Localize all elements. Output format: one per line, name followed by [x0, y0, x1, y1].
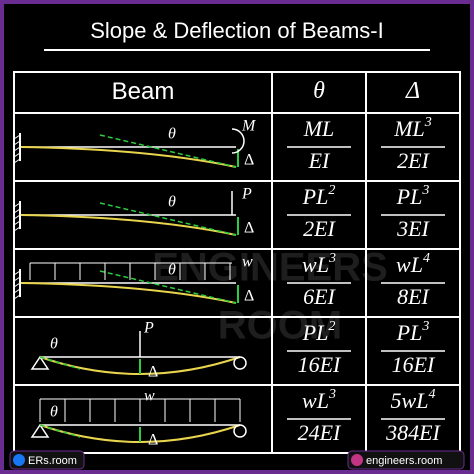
hatch — [13, 152, 21, 158]
numerator-base: 5wL — [391, 388, 429, 413]
watermark: ROOM — [218, 304, 342, 348]
roller-support — [233, 424, 247, 438]
deflected-beam — [20, 282, 237, 304]
denominator: EI — [308, 148, 331, 173]
hatch — [13, 158, 21, 164]
numerator-base: wL — [396, 252, 423, 277]
numerator: ML — [303, 116, 335, 141]
moment — [231, 128, 245, 154]
numerator-sup: 3 — [424, 115, 432, 130]
numerator: PL2 — [302, 183, 336, 209]
denominator: 2EI — [303, 216, 336, 241]
diagram-label: P — [241, 186, 252, 203]
hatch — [13, 202, 21, 208]
numerator-base: ML — [393, 116, 425, 141]
numerator-sup: 3 — [328, 387, 336, 402]
footer-handle: ERs.room — [28, 455, 77, 467]
hatch — [13, 146, 21, 152]
tangent — [99, 134, 237, 168]
numerator: PL3 — [396, 183, 430, 209]
numerator: wL3 — [302, 251, 336, 277]
diagram-label: θ — [168, 262, 176, 279]
tangent — [99, 270, 237, 304]
diagram-label: θ — [168, 194, 176, 211]
denominator: 24EI — [298, 420, 342, 445]
diagram-label: Δ — [148, 364, 158, 381]
numerator-base: ML — [303, 116, 335, 141]
numerator-base: PL — [302, 320, 329, 345]
hatch — [13, 220, 21, 226]
header-cell: Δ — [405, 78, 420, 104]
diagram-label: w — [144, 388, 155, 405]
diagram-label: θ — [50, 404, 58, 421]
tangent — [39, 356, 81, 370]
hatch — [13, 294, 21, 300]
diagram-label: Δ — [244, 152, 254, 169]
diagram-label: Δ — [244, 288, 254, 305]
hatch — [13, 282, 21, 288]
numerator-sup: 4 — [428, 387, 435, 402]
numerator-sup: 4 — [423, 251, 430, 266]
denominator: 384EI — [385, 420, 441, 445]
tangent — [99, 202, 237, 236]
hatch — [13, 134, 21, 140]
hatch — [13, 214, 21, 220]
footer-handle: engineers.room — [366, 455, 442, 467]
diagram-label: θ — [168, 126, 176, 143]
hatch — [13, 288, 21, 294]
numerator: wL4 — [396, 251, 430, 277]
diagram-label: P — [143, 320, 154, 337]
denominator: 6EI — [303, 284, 336, 309]
numerator-sup: 2 — [328, 319, 335, 334]
numerator-sup: 3 — [328, 251, 336, 266]
diagram-label: M — [241, 118, 257, 135]
numerator-base: PL — [396, 320, 423, 345]
tangent — [39, 424, 81, 438]
numerator: PL2 — [302, 319, 336, 345]
denominator: 16EI — [298, 352, 342, 377]
numerator-sup: 2 — [328, 183, 335, 198]
table-border — [13, 71, 461, 454]
hatch — [13, 208, 21, 214]
denominator: 8EI — [397, 284, 430, 309]
pin-support — [30, 423, 50, 438]
denominator: 3EI — [396, 216, 430, 241]
numerator: ML3 — [393, 115, 432, 141]
footer-icon — [13, 454, 25, 466]
hatch — [13, 276, 21, 282]
numerator-base: PL — [396, 184, 423, 209]
hatch — [13, 140, 21, 146]
hatch — [13, 226, 21, 232]
watermark: ENGINEERS — [152, 246, 388, 290]
title: Slope & Deflection of Beams-I — [90, 18, 383, 43]
numerator: wL3 — [302, 387, 336, 413]
numerator: 5wL4 — [391, 387, 436, 413]
footer-icon — [351, 454, 363, 466]
numerator-base: wL — [302, 388, 329, 413]
denominator: 2EI — [397, 148, 430, 173]
denominator: 16EI — [392, 352, 436, 377]
footer-badge — [347, 450, 465, 470]
deflected-beam — [20, 214, 237, 236]
hatch — [13, 270, 21, 276]
diagram-label: w — [242, 254, 253, 271]
pin-support — [30, 355, 50, 370]
numerator: PL3 — [396, 319, 430, 345]
header-cell: θ — [313, 78, 325, 104]
diagram-label: θ — [50, 336, 58, 353]
diagram-label: Δ — [148, 432, 158, 449]
numerator-base: PL — [302, 184, 329, 209]
header-cell: Beam — [112, 78, 175, 105]
numerator-sup: 3 — [421, 319, 429, 334]
diagram-label: Δ — [244, 220, 254, 237]
footer-badge — [9, 450, 85, 470]
numerator-sup: 3 — [421, 183, 429, 198]
numerator-base: wL — [302, 252, 329, 277]
roller-support — [233, 356, 247, 370]
deflected-beam — [20, 146, 237, 168]
